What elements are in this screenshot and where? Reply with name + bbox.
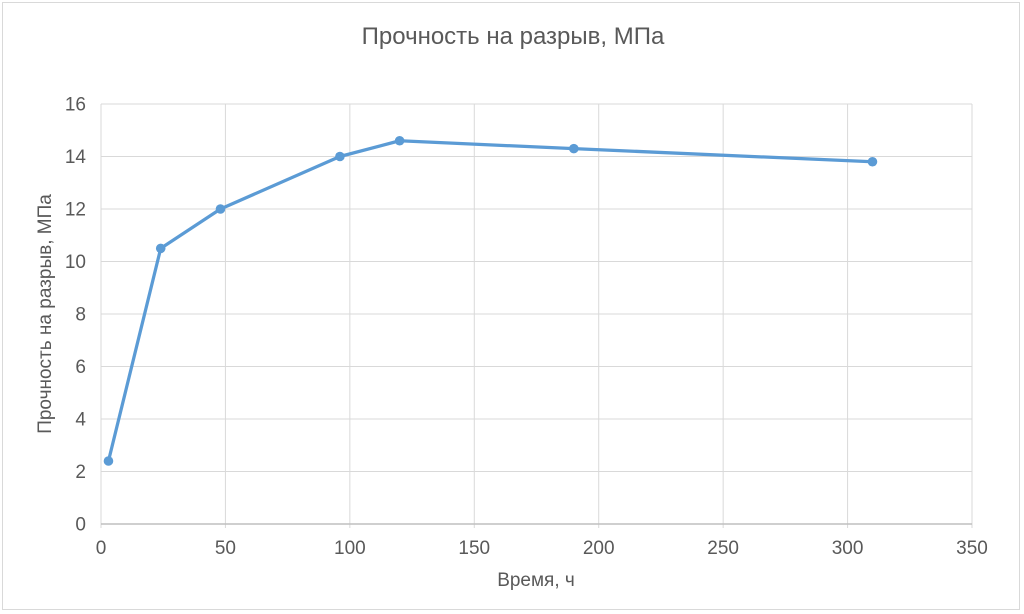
x-axis-tick-labels: 0 50 100 150 200 250 300 350 [96,538,988,559]
y-axis-title: Прочность на разрыв, МПа [35,194,56,434]
y-tick-label: 14 [65,147,87,168]
line-chart: 0 2 4 6 8 10 12 14 16 0 50 100 150 200 250 300 350 Проч… [35,23,988,591]
y-tick-label: 0 [75,515,86,536]
y-axis-tick-labels: 0 2 4 6 8 10 12 14 16 [65,95,87,536]
y-tick-label: 16 [65,95,86,116]
gridlines [100,103,973,528]
y-tick-label: 12 [65,200,86,221]
series-line [106,139,875,463]
data-point [103,456,114,466]
y-tick-label: 6 [75,357,86,378]
x-axis-title: Время, ч [497,570,575,591]
y-tick-label: 10 [65,252,86,273]
x-tick-label: 0 [96,538,107,559]
x-tick-label: 150 [458,538,490,559]
x-tick-label: 50 [215,538,236,559]
data-point [569,143,579,154]
data-point [335,151,345,162]
data-point [394,135,405,146]
data-series [103,135,878,466]
x-tick-label: 200 [583,538,615,559]
y-tick-label: 2 [75,462,86,483]
x-tick-label: 350 [956,538,988,559]
x-tick-label: 250 [707,538,739,559]
y-tick-label: 4 [75,410,86,431]
x-tick-label: 100 [334,538,366,559]
data-point [867,156,878,167]
y-tick-label: 8 [75,305,86,326]
data-point [155,243,166,254]
data-point [215,204,226,214]
x-tick-label: 300 [832,538,864,559]
chart-title: Прочность на разрыв, МПа [362,23,665,50]
